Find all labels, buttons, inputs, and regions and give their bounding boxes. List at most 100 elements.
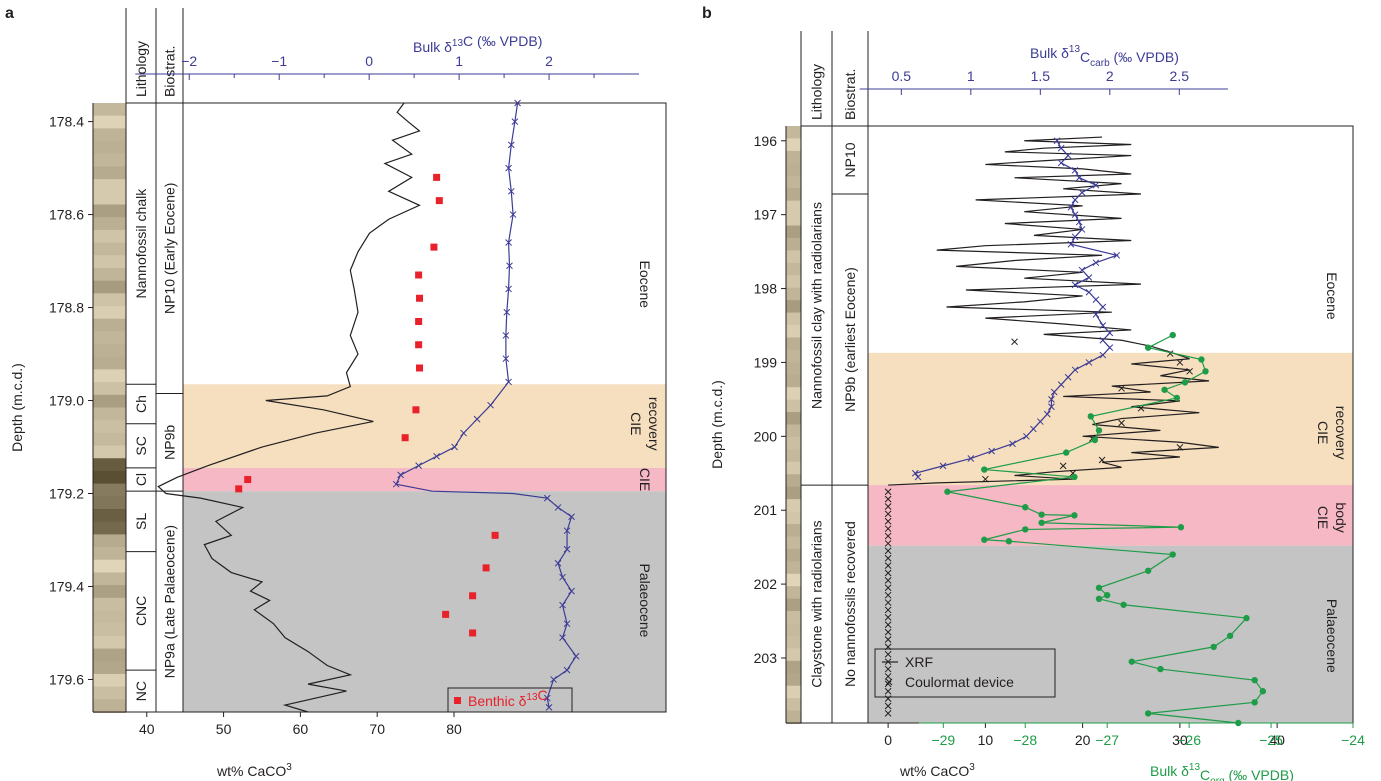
data-point-dot	[1173, 394, 1181, 402]
top-axis-label-part: C (‰ VPDB)	[463, 33, 542, 49]
data-point-x	[1106, 329, 1114, 337]
data-point-x	[543, 694, 551, 702]
interval-band	[183, 384, 666, 468]
core-photo-slice	[93, 610, 126, 625]
interval-label: CIE	[637, 468, 653, 491]
data-point-x	[1071, 281, 1079, 289]
data-point-square	[415, 317, 423, 325]
data-point-x	[884, 577, 892, 584]
interval-label: CIE	[1315, 421, 1331, 444]
top-tick-label: 2.5	[1170, 68, 1190, 84]
core-photo-slice	[786, 499, 801, 513]
data-point-x	[914, 473, 922, 481]
data-point-dot	[1169, 331, 1176, 339]
core-photo	[786, 126, 801, 724]
core-photo-slice	[93, 547, 126, 561]
data-point-x	[884, 517, 892, 525]
data-point-x	[505, 239, 512, 246]
data-point-x	[1071, 196, 1079, 204]
data-point-dot	[1235, 719, 1242, 727]
data-point-x	[503, 308, 511, 316]
core-photo-slice	[93, 306, 126, 320]
core-photo-slice	[93, 521, 126, 536]
core-photo-slice	[93, 496, 126, 510]
core-photo-slice	[93, 115, 126, 130]
core-photo-slice	[93, 509, 126, 523]
y-tick-label: 203	[754, 650, 778, 666]
interval-label: Eocene	[1324, 272, 1340, 320]
data-point-x	[884, 584, 892, 592]
data-point-x	[507, 141, 515, 149]
data-point-x	[884, 547, 892, 555]
core-photo-slice	[786, 387, 801, 401]
data-point-x	[511, 118, 519, 125]
bottom-axis-label-part: 3	[969, 762, 975, 773]
core-photo-slice	[93, 585, 126, 599]
data-point-x	[884, 650, 892, 658]
core-photo-slice	[93, 483, 126, 498]
core-photo-slice	[93, 217, 126, 231]
core-photo-slice	[786, 399, 801, 414]
data-point-x	[1118, 384, 1125, 392]
core-photo-slice	[93, 673, 126, 688]
core-photo-slice	[93, 699, 126, 713]
core-photo-slice	[93, 445, 126, 460]
y-tick-label: 196	[754, 133, 778, 149]
data-point-x	[563, 620, 571, 628]
legend-marker-coulormat	[885, 678, 893, 686]
bottom-axis-label-part: 3	[286, 762, 292, 773]
core-photo-slice	[93, 661, 126, 675]
y-tick-label: 201	[754, 502, 778, 518]
bottom-axis-label-part: wt% CaCO	[216, 763, 286, 779]
data-point-dot	[1181, 379, 1189, 386]
data-point-x	[1118, 419, 1125, 427]
data-point-x	[884, 554, 892, 562]
core-photo-slice	[93, 191, 126, 206]
data-point-x	[1064, 373, 1072, 381]
core-photo-slice	[93, 420, 126, 434]
data-point-x	[988, 447, 996, 455]
core-photo-slice	[786, 635, 801, 650]
data-point-x	[1078, 266, 1086, 274]
data-point-dot	[1161, 386, 1168, 393]
data-point-x	[884, 503, 892, 510]
interval-band	[868, 485, 1353, 546]
data-point-dot	[981, 536, 988, 543]
data-point-x	[1092, 311, 1100, 318]
core-photo-slice	[786, 337, 801, 351]
core-photo-slice	[93, 407, 126, 422]
core-photo-slice	[786, 461, 801, 476]
core-photo-slice	[786, 374, 801, 389]
core-photo-slice	[786, 586, 801, 600]
legend-box	[447, 687, 573, 713]
core-photo-slice	[786, 660, 801, 675]
data-point-x	[1085, 288, 1093, 296]
data-point-square	[435, 197, 443, 205]
data-point-x	[1092, 181, 1100, 189]
top-tick-label: 1	[967, 68, 975, 84]
lithology-label: CNC	[133, 596, 149, 626]
core-photo-slice	[93, 128, 126, 143]
series-line	[947, 334, 1264, 724]
data-point-x	[1009, 440, 1016, 448]
data-point-square	[415, 341, 423, 349]
data-point-x	[1099, 336, 1107, 344]
core-photo-slice	[786, 312, 801, 326]
data-point-x	[415, 462, 422, 469]
core-photo-slice	[93, 255, 126, 269]
data-point-dot	[1177, 524, 1185, 531]
data-point-x	[1023, 432, 1030, 440]
data-point-x	[1078, 189, 1086, 196]
core-photo-slice	[93, 382, 126, 396]
bottom-axis-2-tick-label: −25	[1259, 732, 1283, 748]
core-photo-slice	[93, 534, 126, 549]
core-photo-slice	[93, 242, 126, 257]
data-point-x	[1059, 462, 1067, 470]
data-point-dot	[1144, 710, 1152, 717]
lithology-label: Ch	[133, 395, 149, 413]
data-point-x	[505, 378, 512, 386]
core-photo-slice	[93, 432, 126, 447]
data-point-x	[545, 703, 553, 711]
data-point-x	[502, 332, 510, 339]
data-point-x	[884, 569, 892, 577]
